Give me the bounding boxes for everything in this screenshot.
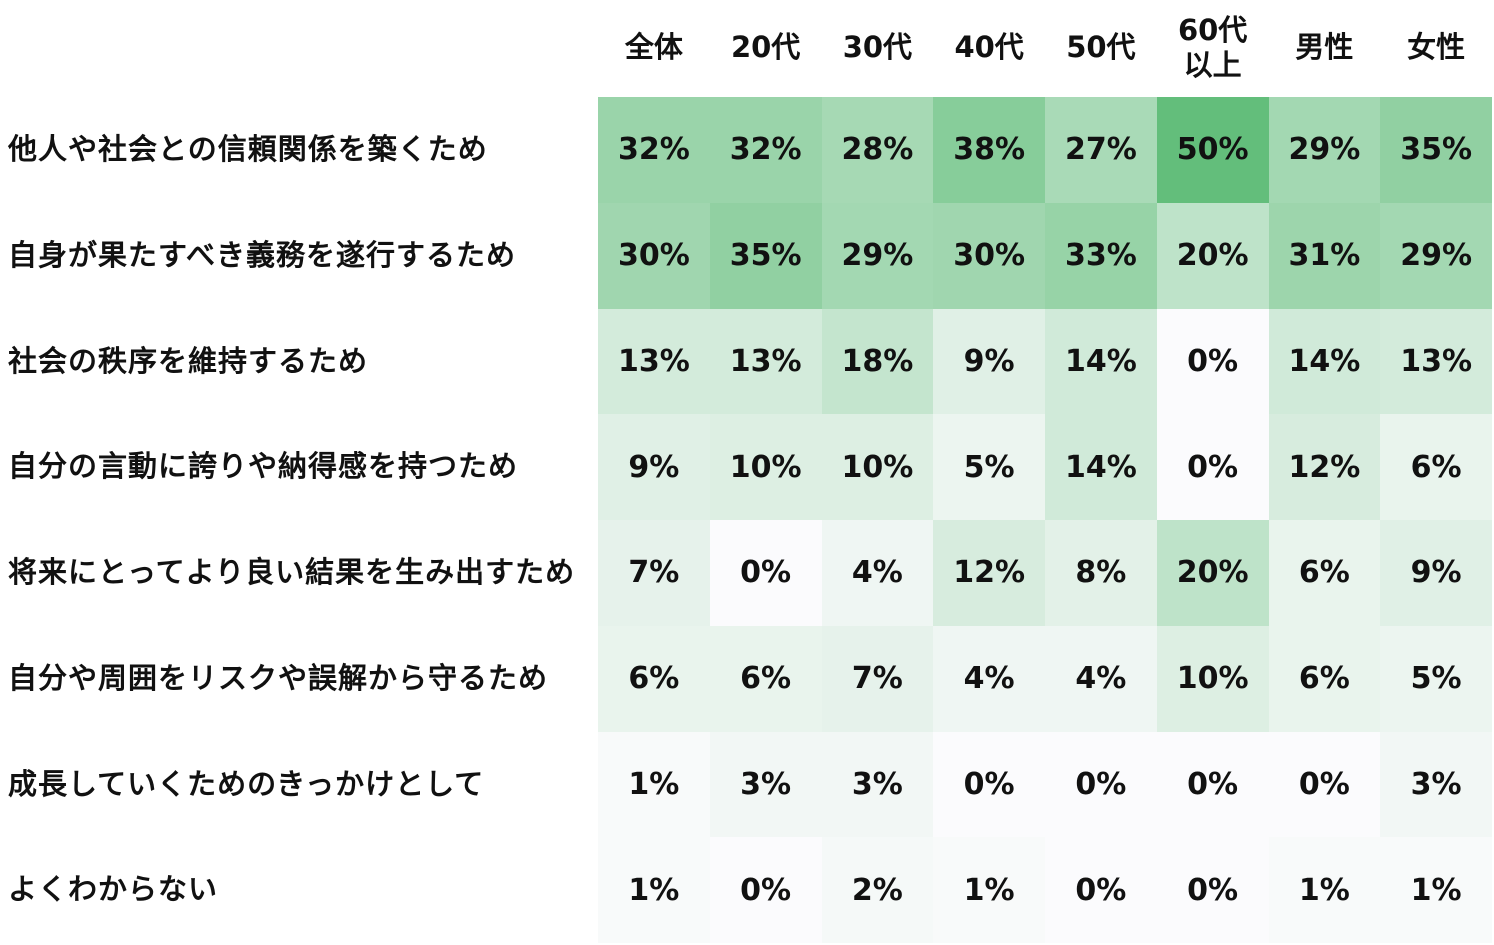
column-header-7: 女性 xyxy=(1407,30,1466,65)
row-label-1: 自身が果たすべき義務を遂行するため xyxy=(8,237,516,272)
heatmap-cell-r0-c6: 29% xyxy=(1268,97,1381,203)
heatmap-cell-r3-c7: 6% xyxy=(1380,414,1492,520)
heatmap-cell-r6-c3: 0% xyxy=(933,731,1045,838)
column-header-2: 30代 xyxy=(842,30,913,65)
heatmap-cell-r1-c4: 33% xyxy=(1045,202,1157,309)
heatmap-cell-r0-c5: 50% xyxy=(1156,97,1269,203)
heatmap-cell-r3-c6: 12% xyxy=(1268,414,1381,520)
heatmap-cell-r6-c4: 0% xyxy=(1045,731,1157,838)
column-header-5: 60代 以上 xyxy=(1177,12,1248,82)
heatmap-cell-r4-c5: 20% xyxy=(1156,520,1269,626)
heatmap-cell-r4-c0: 7% xyxy=(598,520,710,626)
heatmap-cell-r6-c6: 0% xyxy=(1268,731,1381,838)
row-label-7: よくわからない xyxy=(8,872,219,907)
column-header-3: 40代 xyxy=(954,30,1024,65)
heatmap-cell-r5-c1: 6% xyxy=(709,625,822,732)
heatmap-cell-r0-c4: 27% xyxy=(1045,97,1157,203)
row-label-5: 自分や周囲をリスクや誤解から守るため xyxy=(8,660,549,695)
heatmap-cell-r3-c3: 5% xyxy=(933,414,1045,520)
heatmap-cell-r2-c2: 18% xyxy=(821,308,934,415)
heatmap-cell-r4-c4: 8% xyxy=(1045,520,1157,626)
heatmap-cell-r3-c1: 10% xyxy=(709,414,822,520)
heatmap-cell-r4-c1: 0% xyxy=(709,520,822,626)
column-header-1: 20代 xyxy=(730,30,801,65)
heatmap-cell-r7-c5: 0% xyxy=(1156,837,1269,943)
row-label-2: 社会の秩序を維持するため xyxy=(8,343,369,378)
heatmap-cell-r2-c4: 14% xyxy=(1045,308,1157,415)
heatmap-cell-r0-c7: 35% xyxy=(1380,97,1492,203)
heatmap-cell-r2-c3: 9% xyxy=(933,308,1045,415)
heatmap-cell-r3-c0: 9% xyxy=(598,414,710,520)
heatmap-cell-r2-c1: 13% xyxy=(709,308,822,415)
heatmap-cell-r3-c4: 14% xyxy=(1045,414,1157,520)
heatmap-cell-r4-c6: 6% xyxy=(1268,520,1381,626)
heatmap-cell-r7-c1: 0% xyxy=(709,837,822,943)
heatmap-cell-r0-c0: 32% xyxy=(598,97,710,203)
heatmap-cell-r3-c5: 0% xyxy=(1156,414,1269,520)
heatmap-cell-r7-c7: 1% xyxy=(1380,837,1492,943)
heatmap-cell-r3-c2: 10% xyxy=(821,414,934,520)
row-label-3: 自分の言動に誇りや納得感を持つため xyxy=(8,449,519,484)
heatmap-cell-r5-c2: 7% xyxy=(821,625,934,732)
heatmap-cell-r1-c3: 30% xyxy=(933,202,1045,309)
row-label-6: 成長していくためのきっかけとして xyxy=(8,766,485,801)
heatmap-cell-r5-c6: 6% xyxy=(1268,625,1381,732)
heatmap-cell-r1-c0: 30% xyxy=(598,202,710,309)
heatmap-cell-r1-c6: 31% xyxy=(1268,202,1381,309)
heatmap-cell-r5-c5: 10% xyxy=(1156,625,1269,732)
heatmap-cell-r7-c0: 1% xyxy=(598,837,710,943)
heatmap-cell-r7-c4: 0% xyxy=(1045,837,1157,943)
heatmap-cell-r6-c0: 1% xyxy=(598,731,710,838)
heatmap-cell-r6-c7: 3% xyxy=(1380,731,1492,838)
heatmap-cell-r7-c2: 2% xyxy=(821,837,934,943)
heatmap-cell-r5-c0: 6% xyxy=(598,625,710,732)
heatmap-cell-r5-c3: 4% xyxy=(933,625,1045,732)
heatmap-cell-r0-c2: 28% xyxy=(821,97,934,203)
heatmap-cell-r4-c2: 4% xyxy=(821,520,934,626)
heatmap-cell-r0-c3: 38% xyxy=(933,97,1045,203)
heatmap-cell-r5-c7: 5% xyxy=(1380,625,1492,732)
heatmap-cell-r1-c2: 29% xyxy=(821,202,934,309)
heatmap-cell-r4-c7: 9% xyxy=(1380,520,1492,626)
heatmap-cell-r1-c5: 20% xyxy=(1156,202,1269,309)
row-label-0: 他人や社会との信頼関係を築くため xyxy=(8,132,488,167)
heatmap-cell-r1-c1: 35% xyxy=(709,202,822,309)
heatmap-cell-r2-c6: 14% xyxy=(1268,308,1381,415)
column-header-0: 全体 xyxy=(624,30,683,65)
heatmap-cell-r5-c4: 4% xyxy=(1045,625,1157,732)
column-header-4: 50代 xyxy=(1066,30,1136,65)
heatmap-cell-r6-c2: 3% xyxy=(821,731,934,838)
row-label-4: 将来にとってより良い結果を生み出すため xyxy=(8,555,576,590)
heatmap-cell-r2-c7: 13% xyxy=(1380,308,1492,415)
heatmap-cell-r4-c3: 12% xyxy=(933,520,1045,626)
column-header-6: 男性 xyxy=(1295,30,1354,65)
heatmap-cell-r6-c5: 0% xyxy=(1156,731,1269,838)
heatmap-cell-r7-c3: 1% xyxy=(933,837,1045,943)
heatmap-cell-r2-c5: 0% xyxy=(1156,308,1269,415)
heatmap-cell-r7-c6: 1% xyxy=(1268,837,1381,943)
heatmap-cell-r2-c0: 13% xyxy=(598,308,710,415)
heatmap-cell-r1-c7: 29% xyxy=(1380,202,1492,309)
heatmap-cell-r0-c1: 32% xyxy=(709,97,822,203)
heatmap-cell-r6-c1: 3% xyxy=(709,731,822,838)
